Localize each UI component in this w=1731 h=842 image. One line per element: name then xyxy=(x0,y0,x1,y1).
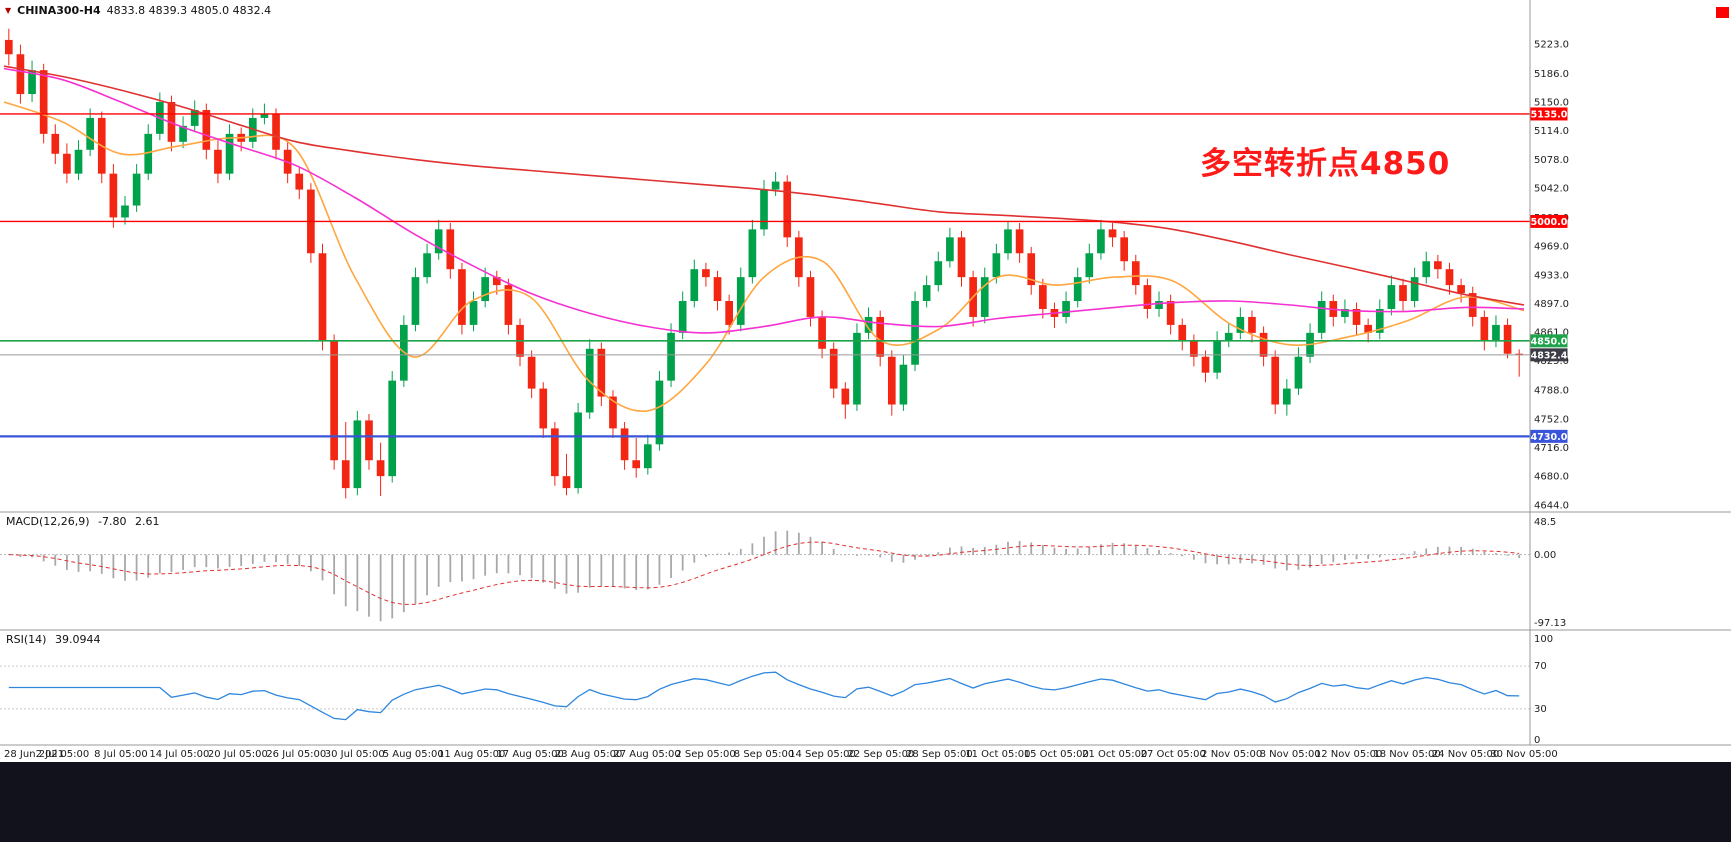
svg-text:27 Aug 05:00: 27 Aug 05:00 xyxy=(613,749,680,760)
svg-text:5150.0: 5150.0 xyxy=(1534,98,1569,109)
price-tag xyxy=(1530,334,1568,348)
svg-text:70: 70 xyxy=(1534,661,1547,672)
ohlc-values: 4833.8 4839.3 4805.0 4832.4 xyxy=(106,4,272,17)
svg-text:2 Jul 05:00: 2 Jul 05:00 xyxy=(36,749,90,760)
svg-text:48.5: 48.5 xyxy=(1534,517,1556,528)
rsi-pane: 100 70 30 0 xyxy=(0,634,1553,746)
svg-text:0.00: 0.00 xyxy=(1534,550,1556,561)
ma-line-slow xyxy=(3,65,1525,306)
rsi-indicator-label: RSI(14) 39.0944 xyxy=(6,633,105,646)
svg-text:11 Aug 05:00: 11 Aug 05:00 xyxy=(438,749,505,760)
macd-signal-value: 2.61 xyxy=(135,515,160,528)
svg-text:4933.0: 4933.0 xyxy=(1534,270,1569,281)
svg-text:12 Nov 05:00: 12 Nov 05:00 xyxy=(1315,749,1382,760)
svg-text:4850.0: 4850.0 xyxy=(1531,336,1568,347)
svg-text:4644.0: 4644.0 xyxy=(1534,500,1569,511)
top-right-red-marker xyxy=(1716,7,1729,18)
svg-text:4788.0: 4788.0 xyxy=(1534,386,1569,397)
svg-text:11 Oct 05:00: 11 Oct 05:00 xyxy=(965,749,1030,760)
price-tag xyxy=(1530,214,1568,228)
svg-text:2 Nov 05:00: 2 Nov 05:00 xyxy=(1201,749,1262,760)
svg-text:17 Aug 05:00: 17 Aug 05:00 xyxy=(496,749,563,760)
svg-text:8 Nov 05:00: 8 Nov 05:00 xyxy=(1260,749,1321,760)
svg-text:5042.0: 5042.0 xyxy=(1534,183,1569,194)
symbol-info[interactable]: ▼ CHINA300-H4 4833.8 4839.3 4805.0 4832.… xyxy=(5,4,271,17)
svg-text:5135.0: 5135.0 xyxy=(1531,109,1568,120)
svg-text:4680.0: 4680.0 xyxy=(1534,472,1569,483)
macd-pane: 48.5 0.00 -97.13 xyxy=(0,517,1566,629)
bottom-bar xyxy=(0,762,1731,842)
chart-annotation: 多空转折点4850 xyxy=(1200,146,1451,182)
svg-text:5186.0: 5186.0 xyxy=(1534,69,1569,80)
svg-text:4897.0: 4897.0 xyxy=(1534,299,1569,310)
svg-text:20 Jul 05:00: 20 Jul 05:00 xyxy=(208,749,268,760)
svg-text:-97.13: -97.13 xyxy=(1534,618,1566,629)
svg-text:4969.0: 4969.0 xyxy=(1534,242,1569,253)
svg-text:30: 30 xyxy=(1534,704,1547,715)
symbol-dropdown-icon[interactable]: ▼ xyxy=(5,6,12,15)
svg-text:8 Jul 05:00: 8 Jul 05:00 xyxy=(94,749,148,760)
price-tag xyxy=(1530,348,1568,362)
svg-text:21 Oct 05:00: 21 Oct 05:00 xyxy=(1082,749,1147,760)
svg-text:28 Jun 2021: 28 Jun 2021 xyxy=(4,749,64,760)
svg-text:4861.0: 4861.0 xyxy=(1534,328,1569,339)
svg-text:24 Nov 05:00: 24 Nov 05:00 xyxy=(1432,749,1499,760)
svg-text:5114.0: 5114.0 xyxy=(1534,126,1569,137)
candles-layer xyxy=(4,28,1524,499)
rsi-value: 39.0944 xyxy=(54,633,101,646)
svg-text:30 Jul 05:00: 30 Jul 05:00 xyxy=(325,749,385,760)
svg-text:22 Sep 05:00: 22 Sep 05:00 xyxy=(848,749,915,760)
svg-text:23 Aug 05:00: 23 Aug 05:00 xyxy=(555,749,622,760)
svg-text:4716.0: 4716.0 xyxy=(1534,443,1569,454)
price-tag xyxy=(1530,107,1568,121)
svg-text:5 Aug 05:00: 5 Aug 05:00 xyxy=(383,749,444,760)
svg-text:8 Sep 05:00: 8 Sep 05:00 xyxy=(734,749,794,760)
svg-text:15 Oct 05:00: 15 Oct 05:00 xyxy=(1024,749,1089,760)
ma-line-medium xyxy=(3,67,1525,334)
svg-text:4832.4: 4832.4 xyxy=(1531,350,1568,361)
macd-signal-line xyxy=(8,541,1520,605)
svg-text:18 Nov 05:00: 18 Nov 05:00 xyxy=(1373,749,1440,760)
price-pane xyxy=(0,28,1530,499)
rsi-line xyxy=(8,671,1520,721)
svg-text:5078.0: 5078.0 xyxy=(1534,155,1569,166)
svg-text:4730.0: 4730.0 xyxy=(1531,432,1568,443)
svg-text:0: 0 xyxy=(1534,735,1540,746)
rsi-name: RSI(14) xyxy=(6,633,47,646)
svg-text:26 Jul 05:00: 26 Jul 05:00 xyxy=(266,749,326,760)
svg-text:5223.0: 5223.0 xyxy=(1534,39,1569,50)
svg-text:14 Sep 05:00: 14 Sep 05:00 xyxy=(789,749,856,760)
macd-main-value: -7.80 xyxy=(98,515,127,528)
macd-name: MACD(12,26,9) xyxy=(6,515,90,528)
svg-text:14 Jul 05:00: 14 Jul 05:00 xyxy=(149,749,209,760)
svg-text:5000.0: 5000.0 xyxy=(1531,217,1568,228)
symbol-name: CHINA300-H4 xyxy=(17,4,101,17)
svg-text:28 Sep 05:00: 28 Sep 05:00 xyxy=(906,749,973,760)
price-tag xyxy=(1530,429,1568,443)
svg-text:27 Oct 05:00: 27 Oct 05:00 xyxy=(1141,749,1206,760)
svg-text:30 Nov 05:00: 30 Nov 05:00 xyxy=(1490,749,1557,760)
svg-text:100: 100 xyxy=(1534,634,1553,645)
svg-text:2 Sep 05:00: 2 Sep 05:00 xyxy=(675,749,735,760)
svg-text:4752.0: 4752.0 xyxy=(1534,414,1569,425)
price-axis: 5223.05186.05150.05114.05078.05042.05005… xyxy=(1530,39,1569,511)
macd-indicator-label: MACD(12,26,9) -7.80 2.61 xyxy=(6,515,165,528)
svg-text:4825.0: 4825.0 xyxy=(1534,356,1569,367)
